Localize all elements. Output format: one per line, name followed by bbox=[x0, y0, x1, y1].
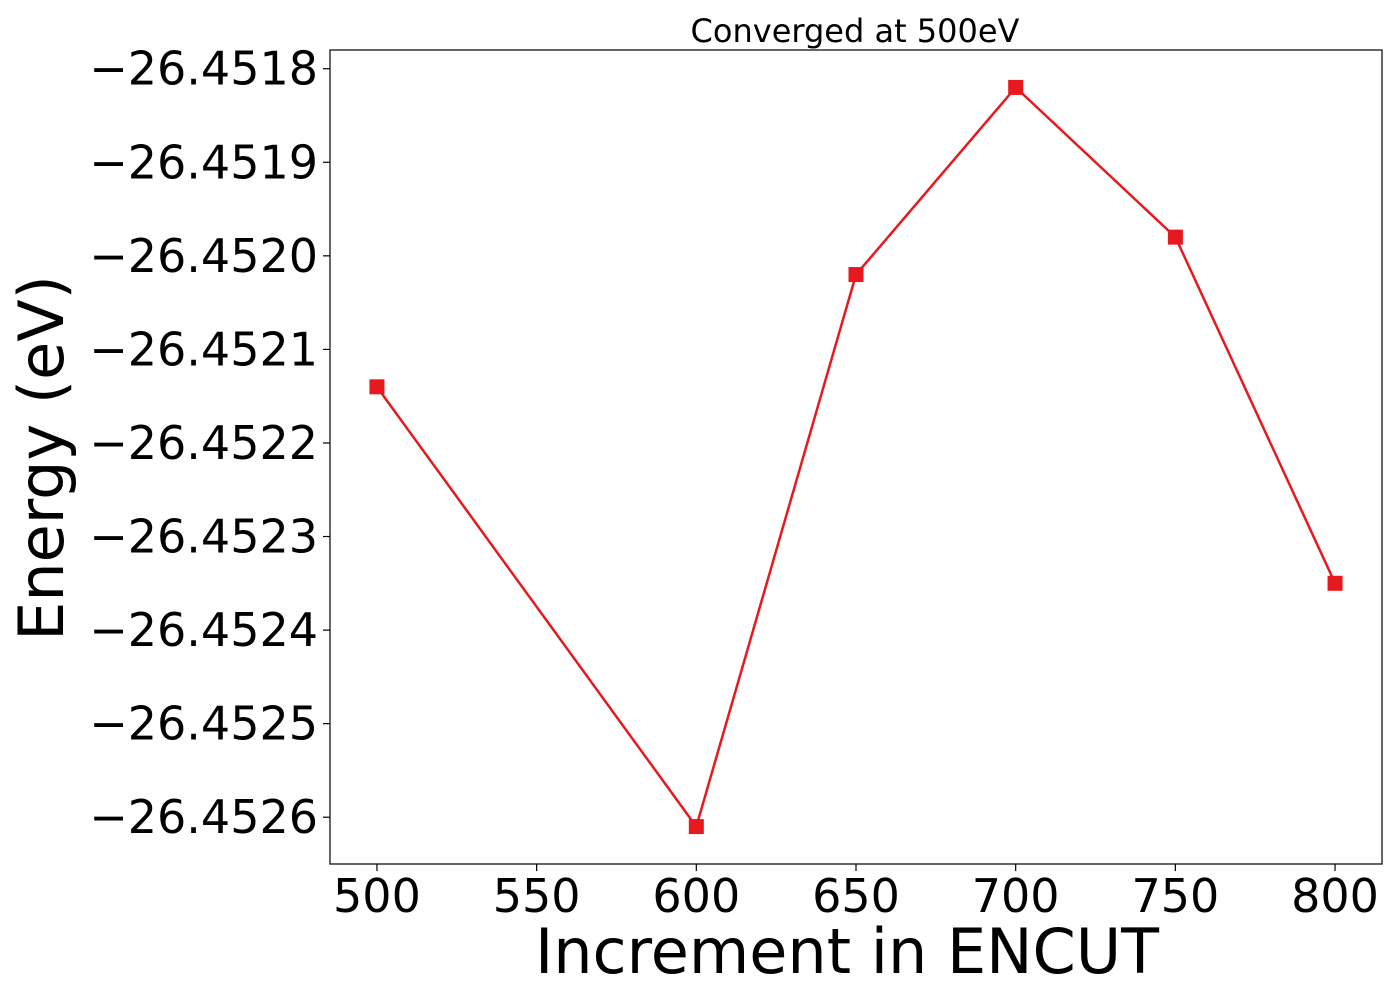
y-tick-label: −26.4526 bbox=[89, 790, 318, 844]
data-point bbox=[369, 379, 385, 395]
y-tick-label: −26.4523 bbox=[89, 510, 318, 564]
data-point bbox=[1167, 229, 1183, 245]
y-tick-label: −26.4524 bbox=[89, 603, 318, 657]
series-line bbox=[375, 86, 1337, 828]
x-tick-label: 600 bbox=[652, 869, 740, 923]
data-point bbox=[848, 267, 864, 283]
data-point bbox=[1327, 575, 1343, 591]
y-tick-label: −26.4525 bbox=[89, 697, 318, 751]
y-tick-label: −26.4521 bbox=[89, 322, 318, 376]
x-tick-label: 500 bbox=[333, 869, 421, 923]
x-tick-label: 700 bbox=[972, 869, 1060, 923]
y-axis-ticks: −26.4526 −26.4525 −26.4524 −26.4523 −26.4522… bbox=[89, 42, 330, 844]
x-tick-label: 550 bbox=[493, 869, 581, 923]
data-point bbox=[688, 819, 704, 835]
x-tick-label: 800 bbox=[1291, 869, 1379, 923]
x-axis-ticks: 500 550 600 650 700 750 800 bbox=[333, 864, 1379, 923]
x-axis-label: Increment in ENCUT bbox=[535, 915, 1160, 988]
data-point bbox=[1008, 79, 1024, 95]
chart-title: Converged at 500eV bbox=[691, 12, 1020, 50]
plot-area bbox=[329, 49, 1383, 865]
y-tick-label: −26.4518 bbox=[89, 42, 318, 96]
y-tick-label: −26.4522 bbox=[89, 416, 318, 470]
x-tick-label: 650 bbox=[812, 869, 900, 923]
y-tick-label: −26.4519 bbox=[89, 135, 318, 189]
series-layer bbox=[369, 79, 1343, 835]
y-tick-label: −26.4520 bbox=[89, 229, 318, 283]
plot-frame bbox=[329, 49, 1383, 865]
x-tick-label: 750 bbox=[1131, 869, 1219, 923]
y-axis-label: Energy (eV) bbox=[5, 275, 78, 641]
